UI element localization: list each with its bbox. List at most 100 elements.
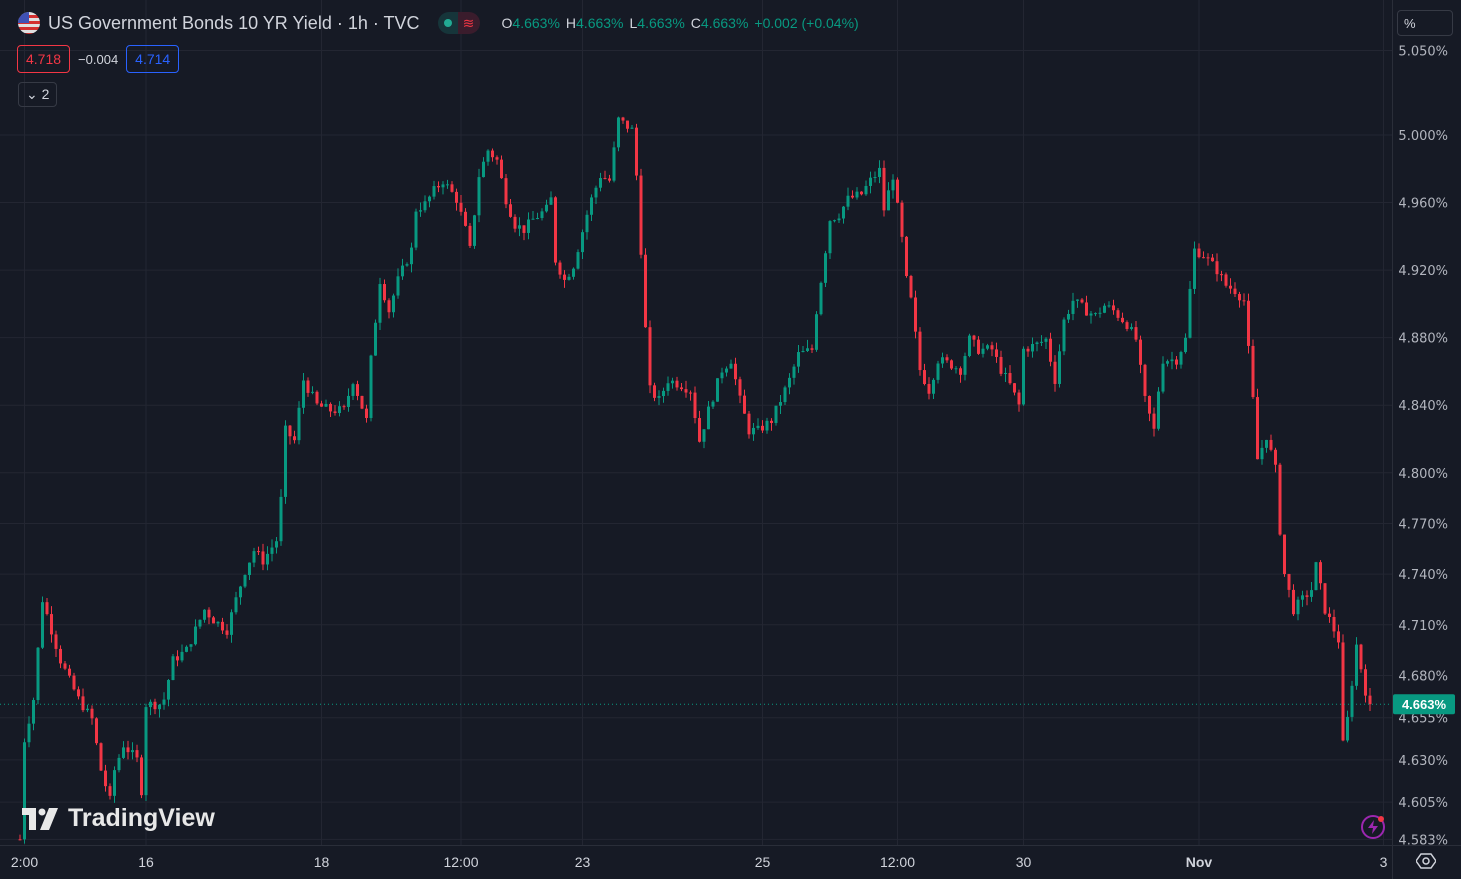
candle-body [972,335,976,340]
delayed-data-icon: ≋ [457,12,480,34]
candle [783,385,787,405]
candle [234,591,238,615]
candle [981,343,985,358]
candle [1053,355,1057,392]
candle-body [378,284,382,323]
candle [315,390,319,406]
candle [423,195,427,213]
price-axis[interactable]: 5.050% 5.000% 4.960% 4.920% 4.880% 4.840% 4.80… [1398,45,1448,849]
unit-selector[interactable]: % [1397,10,1453,36]
candle [1184,333,1187,354]
candle [1017,389,1021,412]
price-tick-label: 4.583% [1398,833,1448,848]
candle [329,402,332,417]
candle [473,214,476,249]
candle [1256,388,1259,460]
tradingview-logo[interactable]: TradingView [22,804,215,833]
status-pill[interactable]: ≋ [437,12,480,34]
candle [189,644,193,652]
candle-body [428,196,431,202]
candle [603,170,607,180]
price-tick-label: 4.800% [1398,467,1448,482]
candle-body [518,225,521,229]
candle-body [1161,363,1165,392]
candle-body [194,626,197,645]
candle [369,354,373,422]
candle [441,181,445,195]
candle [716,378,719,402]
candle-body [594,187,598,198]
indicators-toggle-button[interactable]: ⌄ 2 [18,82,58,107]
candle [639,168,643,259]
candle-body [162,699,166,705]
candle [513,214,517,233]
lightning-icon[interactable] [1360,814,1386,840]
buy-button[interactable]: 4.714 [126,45,180,73]
price-tick-label: 4.880% [1398,332,1448,347]
candle-body [491,150,494,158]
candle-body [1328,613,1331,618]
candle-body [729,363,733,369]
candle-body [851,195,854,198]
candle [437,181,440,193]
candle [225,624,229,639]
candle [572,267,575,280]
candle [810,344,814,354]
candle [1202,251,1205,259]
candle-body [977,339,980,354]
candle [909,274,913,299]
candle [270,539,274,562]
candle [657,390,661,406]
candle [1112,299,1115,315]
candle-body [1233,288,1237,295]
candle-body [1053,361,1057,384]
settings-icon[interactable] [1416,851,1436,871]
candle [1139,335,1142,374]
candle-body [77,689,80,697]
symbol-title[interactable]: US Government Bonds 10 YR Yield · 1h · T… [48,12,420,33]
candle-body [1013,383,1016,393]
candle-body [1035,342,1039,345]
candle-body [837,218,841,221]
candle [1247,293,1250,354]
candle-body [1022,348,1025,405]
candle [882,160,886,217]
candle [986,343,989,351]
candle-body [333,411,337,414]
candle-body [459,202,463,212]
candle-body [450,184,454,192]
candle [666,376,670,396]
price-tick-label: 4.630% [1398,754,1448,769]
candle-body [1260,447,1264,460]
candle [612,141,616,183]
candle [131,742,134,760]
time-tick-label: 30 [1016,854,1032,870]
candle [1152,407,1156,437]
candle [594,185,598,205]
candle [1260,440,1264,465]
candle [878,160,881,184]
candle-body [1071,300,1075,314]
candle [486,149,490,166]
candle-body [1256,397,1259,460]
candle [1004,367,1007,383]
time-axis[interactable]: 2:00 16 18 12:00 23 25 12:00 30 Nov 3 [11,854,1388,870]
candle-body [1301,595,1304,600]
candle-body [1323,583,1327,614]
candle [936,360,940,384]
candle-body [270,547,274,554]
candle [684,380,688,398]
candle-body [239,586,242,598]
candle-body [189,644,193,647]
candle-body [311,391,314,393]
price-tick-label: 4.605% [1398,796,1448,811]
sell-button[interactable]: 4.718 [17,45,71,73]
candle [621,116,625,124]
candle [378,277,382,330]
candle-body [680,387,683,390]
candle-body [288,425,292,437]
candle-body [257,551,260,553]
candle-body [725,368,728,373]
candle-body [1197,248,1201,258]
